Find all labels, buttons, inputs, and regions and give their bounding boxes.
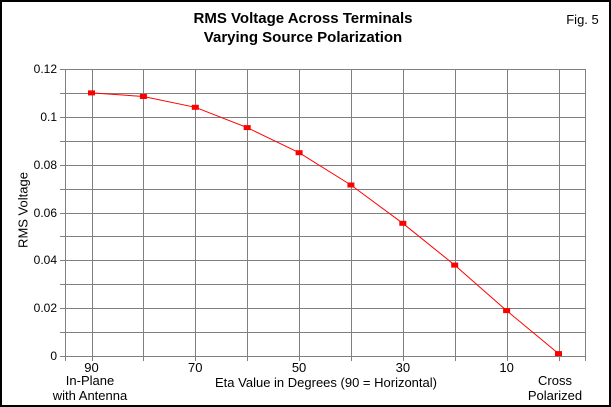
chart-title: RMS Voltage Across Terminals Varying Sou… <box>2 9 604 47</box>
last-point-annotation-line2: Polarized <box>527 387 583 403</box>
y-tick-label: 0.12 <box>33 62 57 76</box>
data-point-marker <box>399 220 407 226</box>
data-line <box>91 92 559 354</box>
y-tick-label: 0.08 <box>33 157 57 172</box>
x-tick-label: 70 <box>188 360 203 375</box>
x-tick-label: 10 <box>499 360 514 375</box>
x-tick-label: 30 <box>395 360 411 375</box>
data-point-marker <box>243 125 251 131</box>
data-point-marker <box>347 182 355 188</box>
y-tick-label: 0.06 <box>33 205 57 220</box>
y-tick-label: 0 <box>50 349 57 363</box>
first-point-annotation-line2: with Antenna <box>52 387 128 403</box>
chart-title-line2: Varying Source Polarization <box>203 29 403 46</box>
data-point-marker <box>555 351 562 357</box>
x-axis-title: Eta Value in Degrees (90 = Horizontal) <box>215 375 437 390</box>
last-point-annotation: Cross Polarized <box>490 373 609 403</box>
y-tick-label: 0.1 <box>40 109 57 124</box>
y-tick-label: 0.04 <box>33 253 57 268</box>
x-tick-label: 90 <box>84 360 99 375</box>
last-point-annotation-line1: Cross <box>538 373 572 388</box>
data-point-marker <box>295 150 303 156</box>
first-point-annotation-line1: In-Plane <box>65 373 115 388</box>
x-tick-label: 50 <box>291 360 307 375</box>
data-point-marker <box>139 94 147 99</box>
data-point-marker <box>451 262 459 268</box>
data-point-marker <box>88 90 95 96</box>
chart-title-line1: RMS Voltage Across Terminals <box>193 10 413 27</box>
figure-number-label: Fig. 5 <box>566 12 599 27</box>
first-point-annotation: In-Plane with Antenna <box>25 373 155 403</box>
y-tick-label: 0.02 <box>33 301 57 316</box>
data-point-marker <box>191 104 199 110</box>
data-point-marker <box>503 308 511 314</box>
